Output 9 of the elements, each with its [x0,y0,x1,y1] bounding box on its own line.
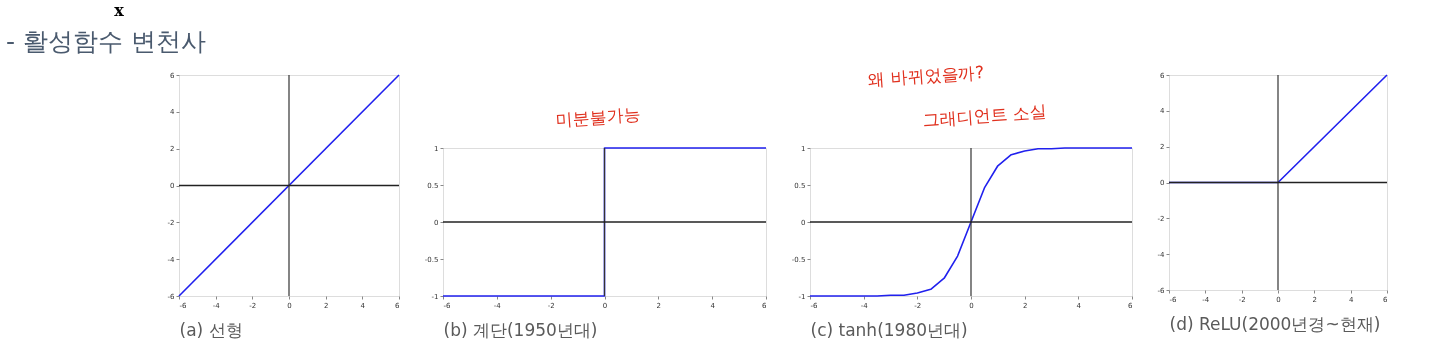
x-axis-title: (b) 계단(1950년대) [443,319,598,340]
text: 왜 바뀌었을까? [867,61,985,90]
x-axis-title: (c) tanh(1980년대) [810,319,968,340]
x-axis-title: (d) ReLU(2000년경~현재) [1169,313,1381,334]
text: x [114,1,125,20]
x-axis-title: (a) 선형 [179,319,243,340]
text: 그래디언트 소실 [921,101,1048,130]
chart-title: - 활성함수 변천사 [6,27,206,56]
text: 미분불가능 [555,104,642,130]
